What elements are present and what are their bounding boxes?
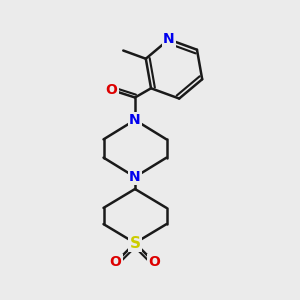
Text: S: S	[130, 236, 140, 250]
Text: N: N	[129, 170, 141, 184]
Text: O: O	[106, 83, 118, 97]
Text: O: O	[110, 256, 122, 269]
Text: N: N	[163, 32, 175, 46]
Text: O: O	[148, 256, 160, 269]
Text: N: N	[129, 113, 141, 127]
